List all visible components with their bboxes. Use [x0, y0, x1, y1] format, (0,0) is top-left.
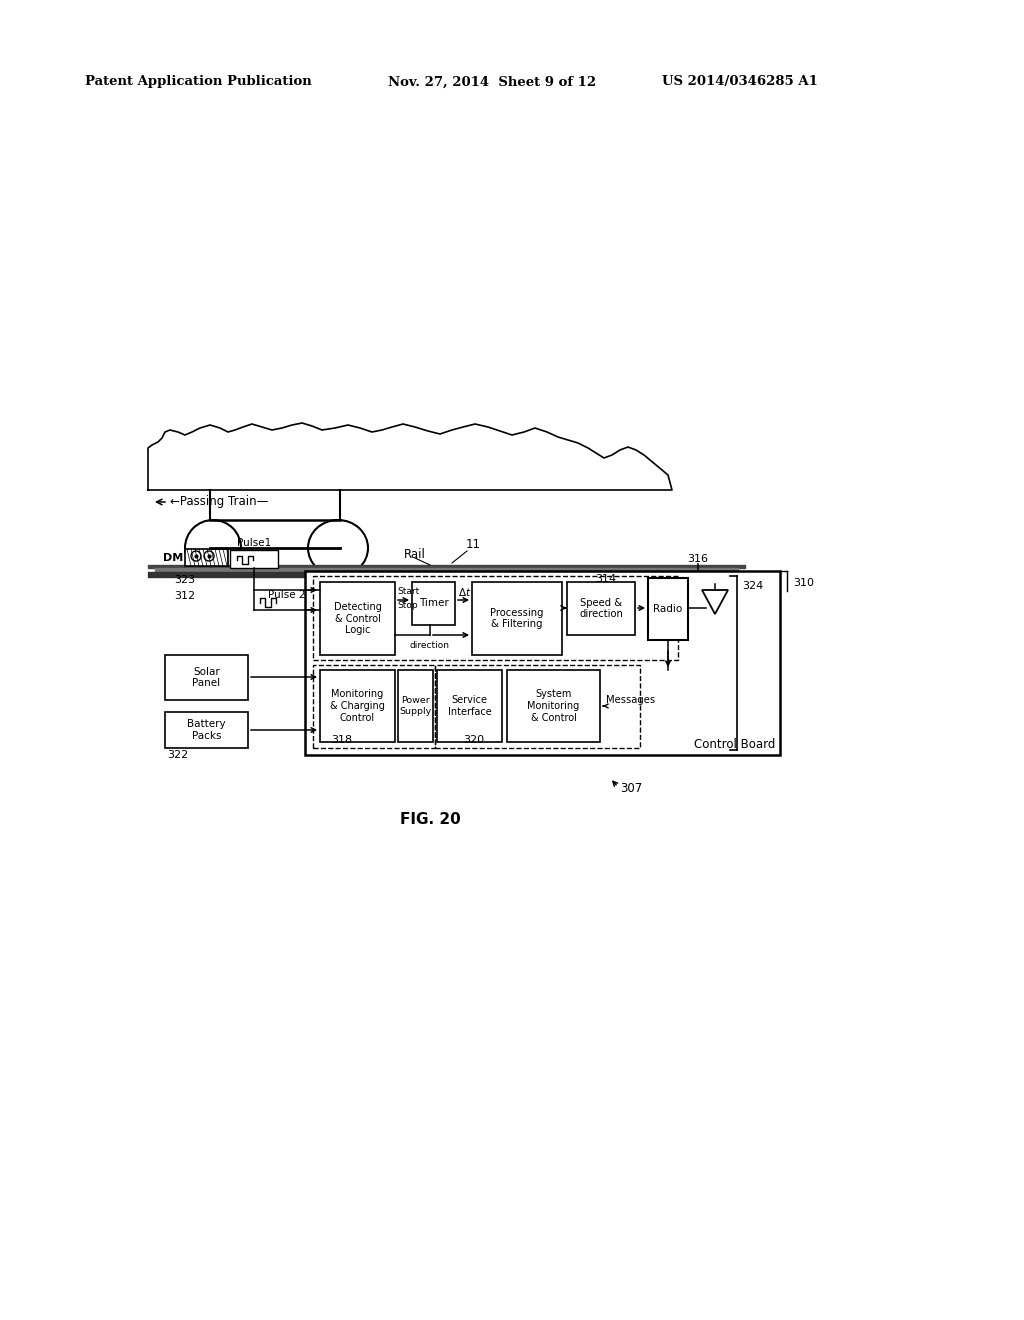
Text: US 2014/0346285 A1: US 2014/0346285 A1 — [662, 75, 818, 88]
Text: Pulse1: Pulse1 — [237, 539, 271, 548]
Text: ←Passing Train—: ←Passing Train— — [170, 495, 268, 508]
Polygon shape — [702, 590, 728, 614]
FancyBboxPatch shape — [412, 582, 455, 624]
Text: Monitoring
& Charging
Control: Monitoring & Charging Control — [330, 689, 385, 722]
Text: Timer: Timer — [419, 598, 449, 609]
Text: 312: 312 — [174, 591, 195, 601]
Text: 318: 318 — [331, 735, 352, 744]
FancyBboxPatch shape — [165, 655, 248, 700]
Text: 320: 320 — [463, 735, 484, 744]
FancyBboxPatch shape — [648, 578, 688, 640]
Text: FIG. 20: FIG. 20 — [399, 813, 461, 828]
FancyBboxPatch shape — [472, 582, 562, 655]
Text: Processing
& Filtering: Processing & Filtering — [490, 607, 544, 630]
Text: 324: 324 — [742, 581, 763, 591]
FancyBboxPatch shape — [165, 711, 248, 748]
Text: Radio: Radio — [653, 605, 683, 614]
Text: Nov. 27, 2014  Sheet 9 of 12: Nov. 27, 2014 Sheet 9 of 12 — [388, 75, 596, 88]
Text: DM: DM — [163, 553, 183, 564]
FancyBboxPatch shape — [437, 671, 502, 742]
Text: Power
Supply: Power Supply — [399, 697, 432, 715]
Text: Service
Interface: Service Interface — [447, 696, 492, 717]
Text: 307: 307 — [620, 781, 642, 795]
Text: 11: 11 — [466, 539, 481, 552]
Text: Pulse 2: Pulse 2 — [268, 590, 305, 601]
Text: $\Delta t$: $\Delta t$ — [458, 586, 471, 598]
Text: 316: 316 — [687, 554, 709, 564]
Text: System
Monitoring
& Control: System Monitoring & Control — [527, 689, 580, 722]
Text: Messages: Messages — [606, 696, 655, 705]
Text: Patent Application Publication: Patent Application Publication — [85, 75, 311, 88]
FancyBboxPatch shape — [319, 671, 395, 742]
Text: direction: direction — [410, 640, 450, 649]
Text: Rail: Rail — [404, 548, 426, 561]
Text: 323: 323 — [174, 576, 195, 585]
FancyBboxPatch shape — [185, 549, 228, 566]
Text: Speed &
direction: Speed & direction — [579, 598, 623, 619]
Text: 322: 322 — [167, 750, 188, 760]
FancyBboxPatch shape — [507, 671, 600, 742]
Text: Stop: Stop — [397, 601, 418, 610]
FancyBboxPatch shape — [319, 582, 395, 655]
FancyBboxPatch shape — [567, 582, 635, 635]
FancyBboxPatch shape — [398, 671, 433, 742]
Text: 314: 314 — [595, 574, 616, 583]
Text: Detecting
& Control
Logic: Detecting & Control Logic — [334, 602, 381, 635]
Text: Solar
Panel: Solar Panel — [193, 667, 220, 688]
FancyBboxPatch shape — [230, 550, 278, 568]
Text: Control Board: Control Board — [693, 738, 775, 751]
Text: Battery
Packs: Battery Packs — [187, 719, 226, 741]
Text: Start: Start — [397, 587, 419, 597]
Text: 310: 310 — [793, 578, 814, 587]
FancyBboxPatch shape — [305, 572, 780, 755]
